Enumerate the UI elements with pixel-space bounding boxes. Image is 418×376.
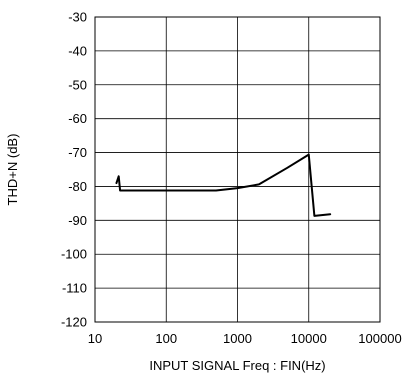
x-tick-label-2: 1000 <box>223 331 252 346</box>
y-tick-label-0: -30 <box>68 10 87 25</box>
plot-area-frame <box>94 16 381 323</box>
y-tick-label-9: -120 <box>61 315 87 330</box>
y-tick-label-3: -60 <box>68 111 87 126</box>
x-tick-label-1: 100 <box>155 331 177 346</box>
y-tick-label-2: -50 <box>68 77 87 92</box>
y-tick-label-8: -110 <box>62 281 87 296</box>
series-line-0 <box>115 153 332 217</box>
y-tick-label-1: -40 <box>68 43 87 58</box>
y-tick-label-5: -80 <box>68 179 87 194</box>
y-tick-label-6: -90 <box>68 213 87 228</box>
x-axis-tick-labels: 10 100 1000 10000 100000 <box>88 331 402 346</box>
series-layer <box>115 153 332 217</box>
x-tick-label-4: 100000 <box>358 331 401 346</box>
y-tick-label-7: -100 <box>61 247 87 262</box>
x-axis-label: INPUT SIGNAL Freq : FIN(Hz) <box>149 358 325 373</box>
y-axis-label: THD+N (dB) <box>5 134 20 206</box>
x-tick-label-3: 10000 <box>291 331 327 346</box>
grid-lines <box>94 16 381 323</box>
x-tick-label-0: 10 <box>88 331 102 346</box>
y-axis-tick-labels: -30 -40 -50 -60 -70 -80 -90 -100 -110 -120 <box>61 10 87 330</box>
y-tick-label-4: -70 <box>68 145 87 160</box>
